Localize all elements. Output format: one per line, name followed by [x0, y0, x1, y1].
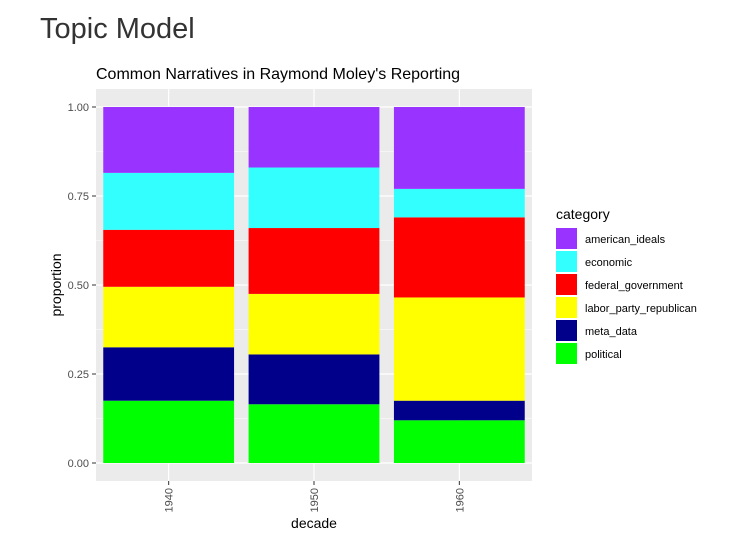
legend-swatch	[556, 343, 577, 364]
bar-segment-labor-party-republican	[248, 293, 380, 355]
bar-segment-labor-party-republican	[393, 297, 525, 401]
bar-segment-american-ideals	[393, 107, 525, 189]
legend-label: labor_party_republican	[585, 303, 697, 315]
bar-segment-american-ideals	[103, 107, 235, 173]
bar-segment-political	[393, 420, 525, 463]
bars	[103, 107, 525, 463]
legend-title: category	[556, 206, 610, 222]
legend-label: federal_government	[585, 280, 683, 292]
legend-swatch	[556, 320, 577, 341]
x-axis-label: decade	[291, 515, 337, 531]
bar-segment-labor-party-republican	[103, 286, 235, 348]
legend-swatch	[556, 228, 577, 249]
legend-swatch	[556, 251, 577, 272]
y-tick-label: 1.00	[68, 102, 89, 114]
x-tick-label: 1960	[454, 488, 466, 512]
y-tick-label: 0.00	[68, 458, 89, 470]
legend: category american_ideals economic federal_…	[556, 206, 697, 364]
y-axis: 0.00 0.25 0.50 0.75 1.00	[68, 102, 96, 470]
legend-label: economic	[585, 257, 633, 269]
y-tick-label: 0.75	[68, 191, 89, 203]
bar-segment-political	[103, 400, 235, 463]
y-axis-label: proportion	[48, 253, 64, 316]
legend-label: american_ideals	[585, 234, 666, 246]
bar-segment-federal-government	[103, 229, 235, 287]
bar-segment-political	[248, 404, 380, 463]
legend-swatch	[556, 297, 577, 318]
y-tick-label: 0.25	[68, 369, 89, 381]
bar-segment-meta-data	[103, 347, 235, 401]
bar-segment-economic	[393, 188, 525, 218]
chart-title: Common Narratives in Raymond Moley's Rep…	[96, 66, 460, 83]
bar-segment-american-ideals	[248, 107, 380, 168]
bar-segment-economic	[248, 167, 380, 229]
y-tick-label: 0.50	[68, 280, 89, 292]
legend-label: meta_data	[585, 326, 638, 338]
x-tick-label: 1940	[164, 488, 176, 512]
page-title: Topic Model	[40, 13, 195, 45]
bar-segment-federal-government	[248, 228, 380, 294]
x-tick-label: 1950	[309, 488, 321, 512]
bar-segment-economic	[103, 172, 235, 230]
bar-segment-federal-government	[393, 217, 525, 298]
bar-segment-meta-data	[393, 400, 525, 421]
legend-swatch	[556, 274, 577, 295]
legend-label: political	[585, 349, 622, 361]
bar-segment-meta-data	[248, 354, 380, 405]
x-axis: 1940 1950 1960	[164, 481, 466, 512]
